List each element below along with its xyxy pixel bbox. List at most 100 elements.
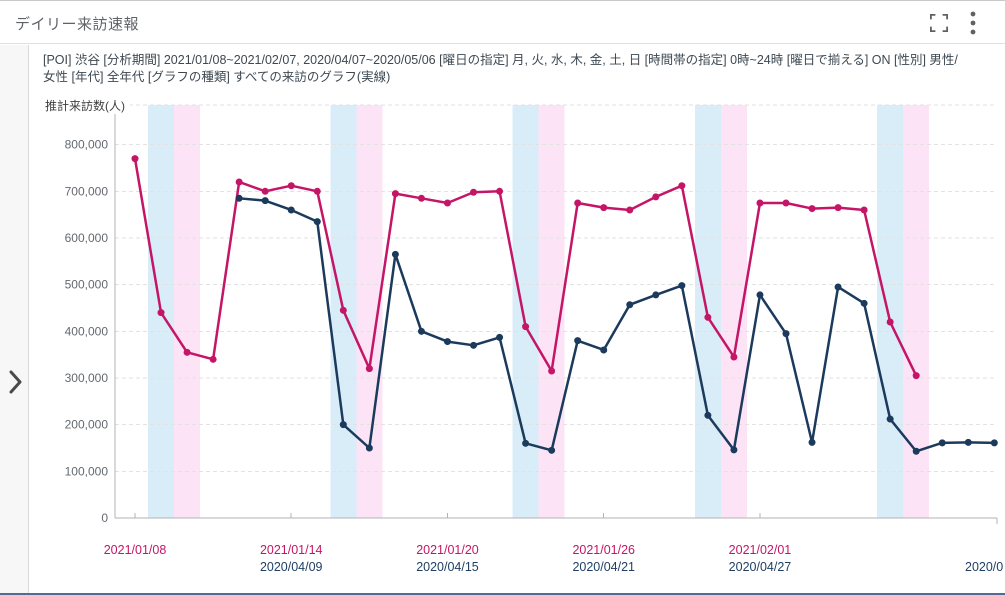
y-tick-label: 200,000 [65, 418, 109, 432]
data-point-2020[interactable] [287, 206, 295, 214]
data-point-2020[interactable] [860, 299, 868, 307]
data-point-2021[interactable] [912, 372, 920, 380]
data-point-2020[interactable] [548, 446, 556, 454]
x-tick-label-2020: 2020/04/27 [729, 560, 792, 574]
data-point-2021[interactable] [548, 367, 556, 375]
data-point-2020[interactable] [678, 282, 686, 290]
data-point-2020[interactable] [600, 346, 608, 354]
data-point-2020[interactable] [443, 338, 451, 346]
data-point-2021[interactable] [339, 306, 347, 314]
data-point-2020[interactable] [261, 197, 269, 205]
data-point-2020[interactable] [391, 250, 399, 258]
data-point-2021[interactable] [574, 199, 582, 207]
y-tick-label: 400,000 [65, 324, 109, 338]
series-line-2020 [237, 197, 996, 453]
data-point-2020[interactable] [782, 330, 790, 338]
data-point-2021[interactable] [287, 182, 295, 190]
data-point-2021[interactable] [834, 204, 842, 212]
data-point-2021[interactable] [652, 193, 660, 201]
y-tick-label: 300,000 [65, 371, 109, 385]
data-point-2020[interactable] [522, 439, 530, 447]
data-point-2020[interactable] [365, 444, 373, 452]
y-tick-label: 0 [101, 511, 108, 525]
kebab-menu-icon [970, 11, 976, 35]
data-point-2020[interactable] [470, 341, 478, 349]
expand-sidebar-button[interactable] [5, 367, 25, 397]
weekend-band-saturday [877, 105, 904, 518]
data-point-2020[interactable] [626, 301, 634, 309]
weekend-band-sunday [720, 105, 747, 518]
x-tick-label-2021: 2021/01/26 [572, 543, 635, 557]
data-point-2020[interactable] [574, 337, 582, 345]
data-point-2021[interactable] [886, 318, 894, 326]
data-point-2020[interactable] [756, 291, 764, 299]
data-point-2020[interactable] [964, 438, 972, 446]
data-point-2021[interactable] [183, 348, 191, 356]
data-point-2020[interactable] [990, 439, 998, 447]
y-tick-label: 800,000 [65, 138, 109, 152]
data-point-2020[interactable] [912, 447, 920, 455]
data-point-2021[interactable] [261, 187, 269, 195]
data-point-2020[interactable] [730, 446, 738, 454]
weekend-band-saturday [512, 105, 539, 518]
data-point-2020[interactable] [235, 194, 243, 202]
data-point-2021[interactable] [756, 199, 764, 207]
data-point-2021[interactable] [704, 313, 712, 321]
x-tick-label-2021: 2021/01/20 [416, 543, 479, 557]
x-tick-label-2021: 2021/02/01 [729, 543, 792, 557]
y-axis-name: 推計来訪数(人) [45, 97, 130, 114]
x-tick-label-2020-clipped: 2020/0 [965, 560, 1003, 574]
x-tick-label-2021: 2021/01/08 [104, 543, 167, 557]
kebab-menu-button[interactable] [959, 9, 987, 37]
data-point-2020[interactable] [652, 291, 660, 299]
data-point-2020[interactable] [704, 411, 712, 419]
data-point-2021[interactable] [522, 323, 530, 331]
data-point-2020[interactable] [808, 438, 816, 446]
data-point-2021[interactable] [808, 205, 816, 213]
data-point-2020[interactable] [886, 415, 894, 423]
filter-summary: [POI] 渋谷 [分析期間] 2021/01/08~2021/02/07, 2… [43, 52, 993, 86]
x-tick-label-2020: 2020/04/09 [260, 560, 323, 574]
data-point-2020[interactable] [339, 421, 347, 429]
data-point-2021[interactable] [782, 199, 790, 207]
filter-summary-line1: [POI] 渋谷 [分析期間] 2021/01/08~2021/02/07, 2… [43, 53, 958, 67]
y-tick-label: 700,000 [65, 184, 109, 198]
y-tick-label: 500,000 [65, 278, 109, 292]
y-tick-label: 600,000 [65, 231, 109, 245]
data-point-2020[interactable] [834, 283, 842, 291]
data-point-2021[interactable] [470, 188, 478, 196]
x-tick-label-2020: 2020/04/21 [572, 560, 635, 574]
title-bar: デイリー来訪速報 [0, 0, 1005, 44]
data-point-2021[interactable] [391, 190, 399, 198]
data-point-2021[interactable] [131, 155, 139, 163]
data-point-2021[interactable] [365, 365, 373, 373]
x-tick-label-2020: 2020/04/15 [416, 560, 479, 574]
fullscreen-button[interactable] [925, 9, 953, 37]
data-point-2021[interactable] [157, 309, 165, 317]
fullscreen-icon [930, 14, 948, 32]
collapsed-sidebar [0, 45, 29, 595]
data-point-2021[interactable] [417, 194, 425, 202]
data-point-2021[interactable] [209, 355, 217, 363]
page-title: デイリー来訪速報 [15, 16, 140, 33]
data-point-2021[interactable] [626, 206, 634, 214]
data-point-2020[interactable] [938, 439, 946, 447]
data-point-2020[interactable] [313, 218, 321, 226]
data-point-2021[interactable] [235, 178, 243, 186]
data-point-2021[interactable] [860, 206, 868, 214]
chevron-right-icon [9, 370, 21, 394]
weekend-band-sunday [903, 105, 930, 518]
data-point-2021[interactable] [443, 199, 451, 207]
data-point-2021[interactable] [600, 204, 608, 212]
data-point-2021[interactable] [496, 187, 504, 195]
data-point-2021[interactable] [313, 187, 321, 195]
x-tick-label-2021: 2021/01/14 [260, 543, 323, 557]
data-point-2020[interactable] [496, 333, 504, 341]
bottom-divider [0, 593, 1005, 595]
weekend-band-sunday [174, 105, 201, 518]
data-point-2020[interactable] [417, 327, 425, 335]
filter-summary-line2: 女性 [年代] 全年代 [グラフの種類] すべての来訪のグラフ(実線) [43, 70, 391, 84]
data-point-2021[interactable] [678, 182, 686, 190]
data-point-2021[interactable] [730, 353, 738, 361]
